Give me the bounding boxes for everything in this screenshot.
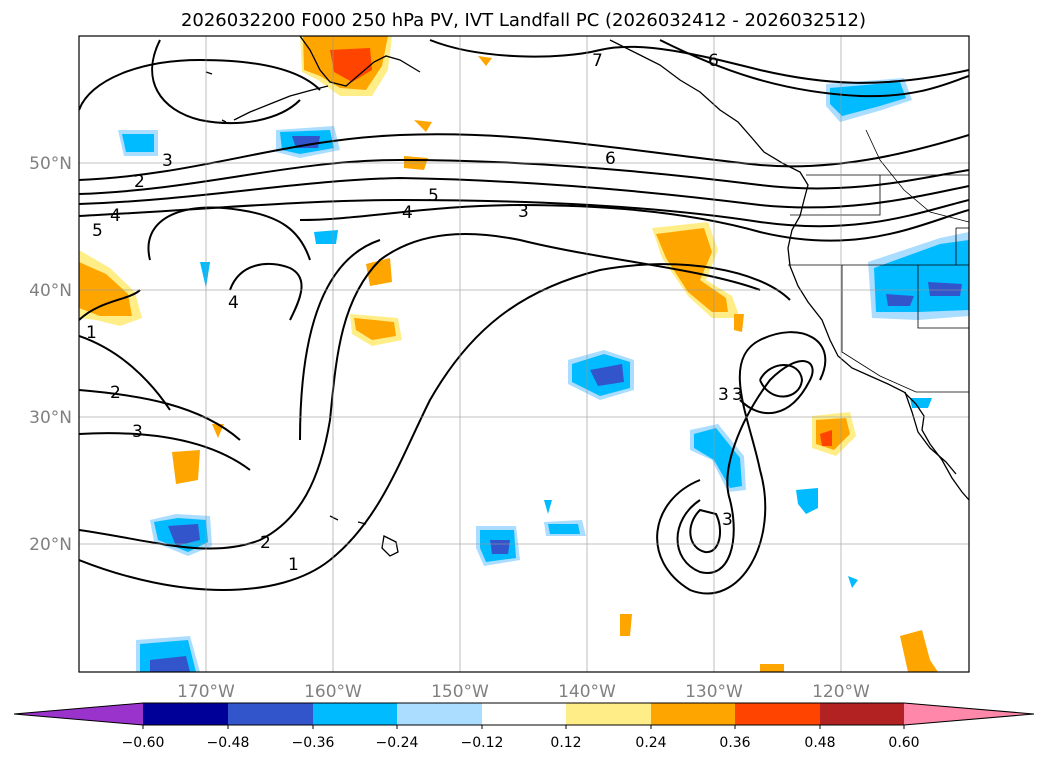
colorbar-segment (482, 703, 566, 725)
contour-label: 4 (110, 206, 121, 226)
colorbar-segment (228, 703, 313, 725)
contour-label: 3 (132, 422, 143, 442)
colorbar-tick-label: −0.12 (461, 735, 504, 751)
lat-label: 20°N (29, 535, 72, 555)
colorbar-tick-label: 0.36 (719, 735, 750, 751)
colorbar-segment (566, 703, 651, 725)
colorbar: −0.60 −0.48 −0.36 −0.24 −0.12 0.12 0.24 … (13, 702, 1035, 751)
state-borders (788, 129, 969, 393)
colorbar-extend-max (904, 703, 1034, 725)
contour-label: 1 (86, 323, 97, 343)
plot-frame (78, 35, 970, 673)
colorbar-segment (313, 703, 397, 725)
lon-label: 130°W (685, 682, 743, 702)
contour-label: 6 (605, 149, 616, 169)
longitude-labels: 170°W 160°W 150°W 140°W 130°W 120°W (177, 682, 870, 702)
colorbar-segment (735, 703, 820, 725)
contour-label: 1 (288, 555, 299, 575)
contour-label: 2 (260, 533, 271, 553)
contour-label: 6 (708, 51, 719, 71)
contour-label: 5 (92, 221, 103, 241)
contour-label: 7 (592, 51, 603, 71)
contour-label: 3 (518, 202, 529, 222)
contour-label: 3 (722, 510, 733, 530)
latitude-labels: 50°N 40°N 30°N 20°N (29, 154, 72, 555)
lat-label: 50°N (29, 154, 72, 174)
lon-label: 140°W (558, 682, 616, 702)
contour-label: 2 (134, 172, 145, 192)
colorbar-segment (820, 703, 904, 725)
contour-label: 4 (402, 203, 413, 223)
contour-label: 3 (718, 385, 729, 405)
contour-label: 3 (732, 385, 743, 405)
contour-label: 5 (428, 186, 439, 206)
colorbar-tick-label: −0.24 (376, 735, 419, 751)
colorbar-segment (143, 703, 228, 725)
colorbar-tick-label: −0.48 (207, 735, 250, 751)
colorbar-tick-label: 0.60 (888, 735, 919, 751)
pv-positive-anomalies (79, 36, 938, 672)
map-title: 2026032200 F000 250 hPa PV, IVT Landfall… (180, 10, 867, 31)
coastlines (205, 36, 969, 557)
colorbar-segment (397, 703, 482, 725)
contour-label: 2 (110, 383, 121, 403)
contour-label: 4 (228, 293, 239, 313)
contour-labels: 7 6 6 5 4 3 3 2 4 5 4 1 2 3 2 1 3 3 3 (86, 51, 743, 575)
lat-label: 30°N (29, 408, 72, 428)
plot-area (79, 36, 969, 672)
lon-label: 160°W (304, 682, 362, 702)
pv-negative-anomalies (118, 78, 969, 672)
lon-label: 150°W (431, 682, 489, 702)
lat-label: 40°N (29, 281, 72, 301)
colorbar-tick-label: 0.12 (550, 735, 581, 751)
lon-label: 120°W (812, 682, 870, 702)
colorbar-segment (651, 703, 735, 725)
colorbar-tick-label: −0.36 (292, 735, 335, 751)
contour-label: 3 (162, 151, 173, 171)
colorbar-tick-label: 0.48 (804, 735, 835, 751)
lon-label: 170°W (177, 682, 235, 702)
colorbar-extend-min (14, 703, 143, 725)
gridlines (79, 36, 969, 672)
colorbar-tick-label: −0.60 (122, 735, 165, 751)
colorbar-tick-label: 0.24 (635, 735, 666, 751)
pv-contours (79, 39, 969, 595)
